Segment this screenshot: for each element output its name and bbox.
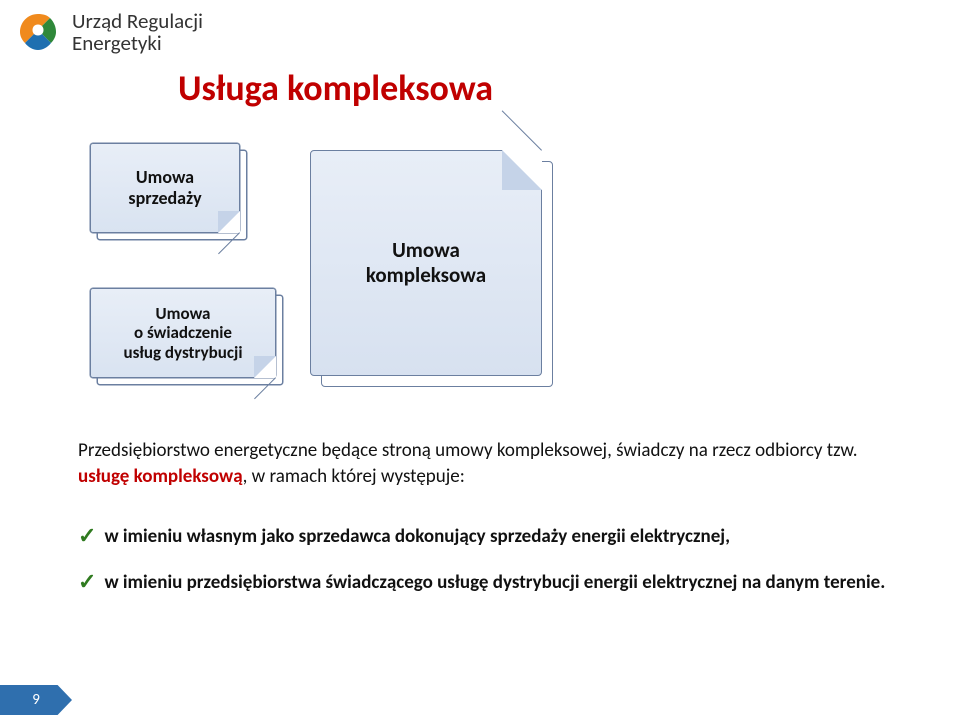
logo-line2: Energetyki xyxy=(72,32,203,54)
ure-logo: Urząd Regulacji Energetyki xyxy=(14,8,203,56)
paragraph: Przedsiębiorstwo energetyczne będące str… xyxy=(78,438,899,489)
note-line: kompleksowa xyxy=(311,263,541,288)
slide-title: Usługa kompleksowa xyxy=(178,66,493,110)
note-fold-icon xyxy=(254,356,276,378)
footer: 9 xyxy=(0,682,959,718)
bullet-item: ✓ w imieniu własnym jako sprzedawca doko… xyxy=(78,524,899,550)
note-line: Umowa xyxy=(91,304,275,324)
logo-line1: Urząd Regulacji xyxy=(72,10,203,32)
note-umowa-sprzedazy: Umowa sprzedaży xyxy=(90,143,240,233)
page-number: 9 xyxy=(0,685,72,715)
ure-logo-text: Urząd Regulacji Energetyki xyxy=(72,10,203,54)
checkmark-icon: ✓ xyxy=(78,525,96,547)
paragraph-emph: usługę kompleksową xyxy=(78,465,243,488)
note-line: Umowa xyxy=(311,238,541,263)
slide: Urząd Regulacji Energetyki Usługa komple… xyxy=(0,0,959,718)
paragraph-post: , w ramach której występuje: xyxy=(243,465,465,488)
note-umowa-dystrybucji: Umowa o świadczenie usług dystrybucji xyxy=(90,288,276,378)
checkmark-icon: ✓ xyxy=(78,571,96,593)
note-fold-icon xyxy=(218,211,240,233)
note-line: o świadczenie xyxy=(91,323,275,343)
bullet-text: w imieniu przedsiębiorstwa świadczącego … xyxy=(104,570,885,596)
note-line: sprzedaży xyxy=(91,188,239,209)
bullet-item: ✓ w imieniu przedsiębiorstwa świadcząceg… xyxy=(78,570,899,596)
page-number-value: 9 xyxy=(32,691,40,709)
bullet-text: w imieniu własnym jako sprzedawca dokonu… xyxy=(104,524,730,550)
note-fold-icon xyxy=(502,150,542,190)
bullet-list: ✓ w imieniu własnym jako sprzedawca doko… xyxy=(78,524,899,615)
ure-logo-icon xyxy=(14,8,62,56)
note-umowa-kompleksowa: Umowa kompleksowa xyxy=(310,150,542,376)
note-line: Umowa xyxy=(91,167,239,188)
paragraph-pre: Przedsiębiorstwo energetyczne będące str… xyxy=(78,439,858,462)
note-line: usług dystrybucji xyxy=(91,343,275,363)
